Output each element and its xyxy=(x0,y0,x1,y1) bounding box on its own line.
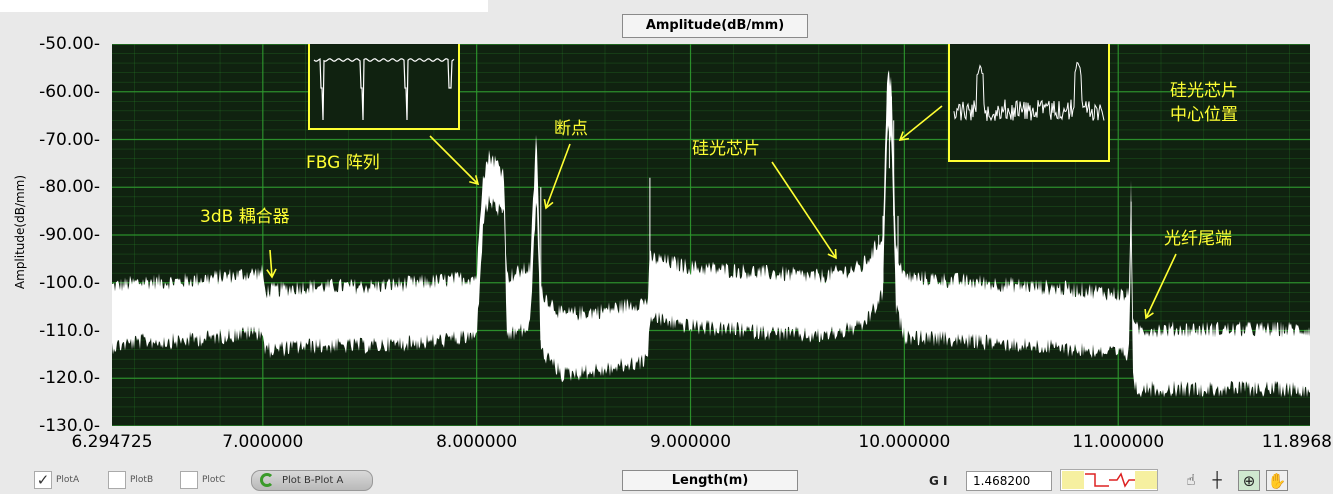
x-tick-label: 10.000000 xyxy=(858,432,951,452)
y-tick-label: -80.00- xyxy=(39,177,100,198)
inset-fbg-zoom xyxy=(308,44,460,130)
arrow-chip xyxy=(771,161,837,260)
annotation-chip-center-line2: 中心位置 xyxy=(1170,105,1238,125)
arrow-fiber-end xyxy=(1144,253,1177,320)
g-value-field[interactable]: 1.468200 xyxy=(966,471,1052,491)
legend-plot-c[interactable]: PlotC xyxy=(180,471,225,489)
annotation-fbg: FBG 阵列 xyxy=(306,153,380,173)
legend-plot-b[interactable]: PlotB xyxy=(108,471,153,489)
pan-hand-icon[interactable]: ✋ xyxy=(1266,470,1288,491)
arrow-breakpoint xyxy=(543,143,571,210)
annotation-chip: 硅光芯片 xyxy=(692,139,760,159)
plot-c-checkbox[interactable] xyxy=(180,471,198,489)
y-tick-label: -120.0- xyxy=(39,368,100,389)
chart-title: Amplitude(dB/mm) xyxy=(622,14,808,38)
y-tick-label: -50.00- xyxy=(39,34,100,54)
y-tick-label: -90.00- xyxy=(39,225,100,245)
annotation-arrows xyxy=(266,105,1177,320)
x-axis-label: Length(m) xyxy=(622,470,798,491)
g-label: G I xyxy=(929,474,948,488)
x-tick-label: 8.000000 xyxy=(436,432,518,452)
zoom-icon[interactable]: ⊕ xyxy=(1238,470,1260,491)
series-trace-spikes xyxy=(486,91,1132,341)
legend-swatch-svg xyxy=(1062,471,1157,489)
crosshair-icon[interactable]: ┼ xyxy=(1212,471,1222,489)
x-tick-label: 11.8968 xyxy=(1261,432,1332,452)
arrow-chip-center xyxy=(898,105,943,141)
x-tick-label: 11.000000 xyxy=(1072,432,1165,452)
inset-chip-plot xyxy=(953,61,1105,122)
plot-diff-label: Plot B-Plot A xyxy=(282,475,344,486)
y-axis-label: Amplitude(dB/mm) xyxy=(13,174,27,290)
inset-chip-trace xyxy=(953,61,1105,122)
y-tick-label: -110.0- xyxy=(39,320,100,341)
y-tick-label: -100.0- xyxy=(39,272,100,293)
plot-b-checkbox[interactable] xyxy=(108,471,126,489)
plot-b-label: PlotB xyxy=(130,475,154,485)
annotation-breakpoint: 断点 xyxy=(554,119,588,139)
x-tick-label: 6.294725 xyxy=(71,432,153,452)
legend-plot-a[interactable]: ✓ PlotA xyxy=(34,471,79,489)
top-strip xyxy=(0,0,488,12)
x-tick-label: 7.000000 xyxy=(222,432,304,452)
plot-a-checkbox[interactable]: ✓ xyxy=(34,471,52,489)
annotation-fiber-end: 光纤尾端 xyxy=(1164,229,1232,249)
y-tick-label: -130.0- xyxy=(39,416,100,436)
inset-fbg-trace xyxy=(313,57,455,121)
plot-c-label: PlotC xyxy=(202,475,226,485)
inset-chip-zoom xyxy=(948,44,1110,162)
hand-cursor-icon[interactable]: ☝ xyxy=(1186,471,1196,489)
series-trace-band xyxy=(112,70,1310,398)
plot-diff-button[interactable]: Plot B-Plot A xyxy=(251,470,373,491)
plot-a-label: PlotA xyxy=(56,475,80,485)
arrow-coupler xyxy=(266,249,277,279)
refresh-icon xyxy=(260,473,274,487)
x-tick-label: 9.000000 xyxy=(649,432,732,452)
annotation-chip-center-line1: 硅光芯片 xyxy=(1170,81,1238,101)
plot-area[interactable]: 3dB 耦合器 FBG 阵列 断点 硅光芯片 硅光芯片 中心位置 光纤尾端 xyxy=(112,44,1310,426)
arrow-fbg xyxy=(429,135,480,186)
plot-legend-swatch[interactable] xyxy=(1060,469,1158,491)
y-tick-label: -60.00- xyxy=(39,81,100,102)
y-tick-label: -70.00- xyxy=(39,129,100,150)
plot-svg xyxy=(112,44,1310,426)
annotation-coupler: 3dB 耦合器 xyxy=(200,207,290,227)
inset-fbg-plot xyxy=(313,57,455,121)
